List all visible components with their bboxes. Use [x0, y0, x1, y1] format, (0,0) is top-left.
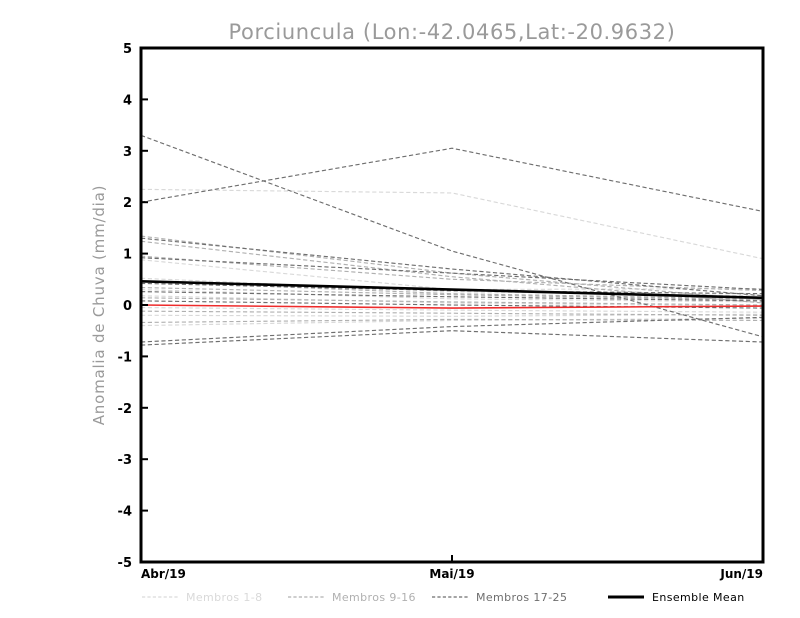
x-tick-label: Jun/19 — [719, 567, 763, 581]
series-line — [141, 259, 763, 291]
y-axis-label: Anomalia de Chuva (mm/dia) — [90, 185, 108, 426]
series-line — [141, 291, 763, 302]
y-tick-label: 2 — [123, 196, 132, 211]
series-line — [141, 295, 763, 307]
series-line — [141, 134, 763, 338]
legend-label: Membros 9-16 — [332, 591, 416, 604]
series-layer — [141, 134, 763, 346]
y-tick-label: 0 — [123, 299, 132, 314]
y-tick-label: -3 — [118, 453, 132, 468]
series-line — [141, 240, 763, 304]
series-line — [141, 277, 763, 297]
chart-legend: Membros 1-8 Membros 9-16 Membros 17-25 Ense… — [142, 591, 745, 604]
y-tick-label: -4 — [118, 505, 132, 520]
y-tick-label: 3 — [123, 145, 132, 160]
axis-ticks: 5 4 3 2 1 0 -1 -2 -3 -4 -5 Abr/19 Mai/19 Jun/19 — [118, 42, 764, 581]
plot-frame — [139, 46, 765, 564]
series-line — [141, 317, 763, 327]
series-line — [141, 289, 763, 303]
legend-item: Ensemble Mean — [608, 591, 745, 604]
series-line — [141, 306, 763, 313]
legend-label: Membros 17-25 — [476, 591, 567, 604]
plot-area — [141, 134, 763, 346]
series-line — [141, 282, 763, 295]
legend-label: Membros 1-8 — [186, 591, 263, 604]
series-line — [141, 318, 763, 324]
legend-item: Membros 17-25 — [432, 591, 567, 604]
series-line — [141, 147, 763, 213]
y-tick-label: 1 — [123, 248, 132, 263]
series-line — [141, 313, 763, 317]
y-tick-label: 4 — [123, 93, 132, 108]
y-tick-label: -2 — [118, 402, 132, 417]
series-line — [141, 280, 763, 300]
legend-item: Membros 9-16 — [288, 591, 416, 604]
x-tick-label: Abr/19 — [141, 567, 186, 581]
series-line — [141, 297, 763, 306]
series-line — [141, 304, 763, 309]
series-line — [141, 330, 763, 346]
x-tick-label: Mai/19 — [429, 567, 474, 581]
y-tick-label: -5 — [118, 556, 132, 571]
legend-item: Membros 1-8 — [142, 591, 263, 604]
series-line — [141, 188, 763, 260]
y-tick-label: 5 — [123, 42, 132, 57]
legend-label: Ensemble Mean — [652, 591, 745, 604]
series-line — [141, 237, 763, 297]
series-line — [141, 286, 763, 301]
series-line — [141, 316, 763, 343]
page-title: Porciuncula (Lon:-42.0465,Lat:-20.9632) — [229, 20, 676, 44]
series-line — [141, 310, 763, 316]
y-tick-label: -1 — [118, 350, 132, 365]
series-line — [141, 257, 763, 291]
